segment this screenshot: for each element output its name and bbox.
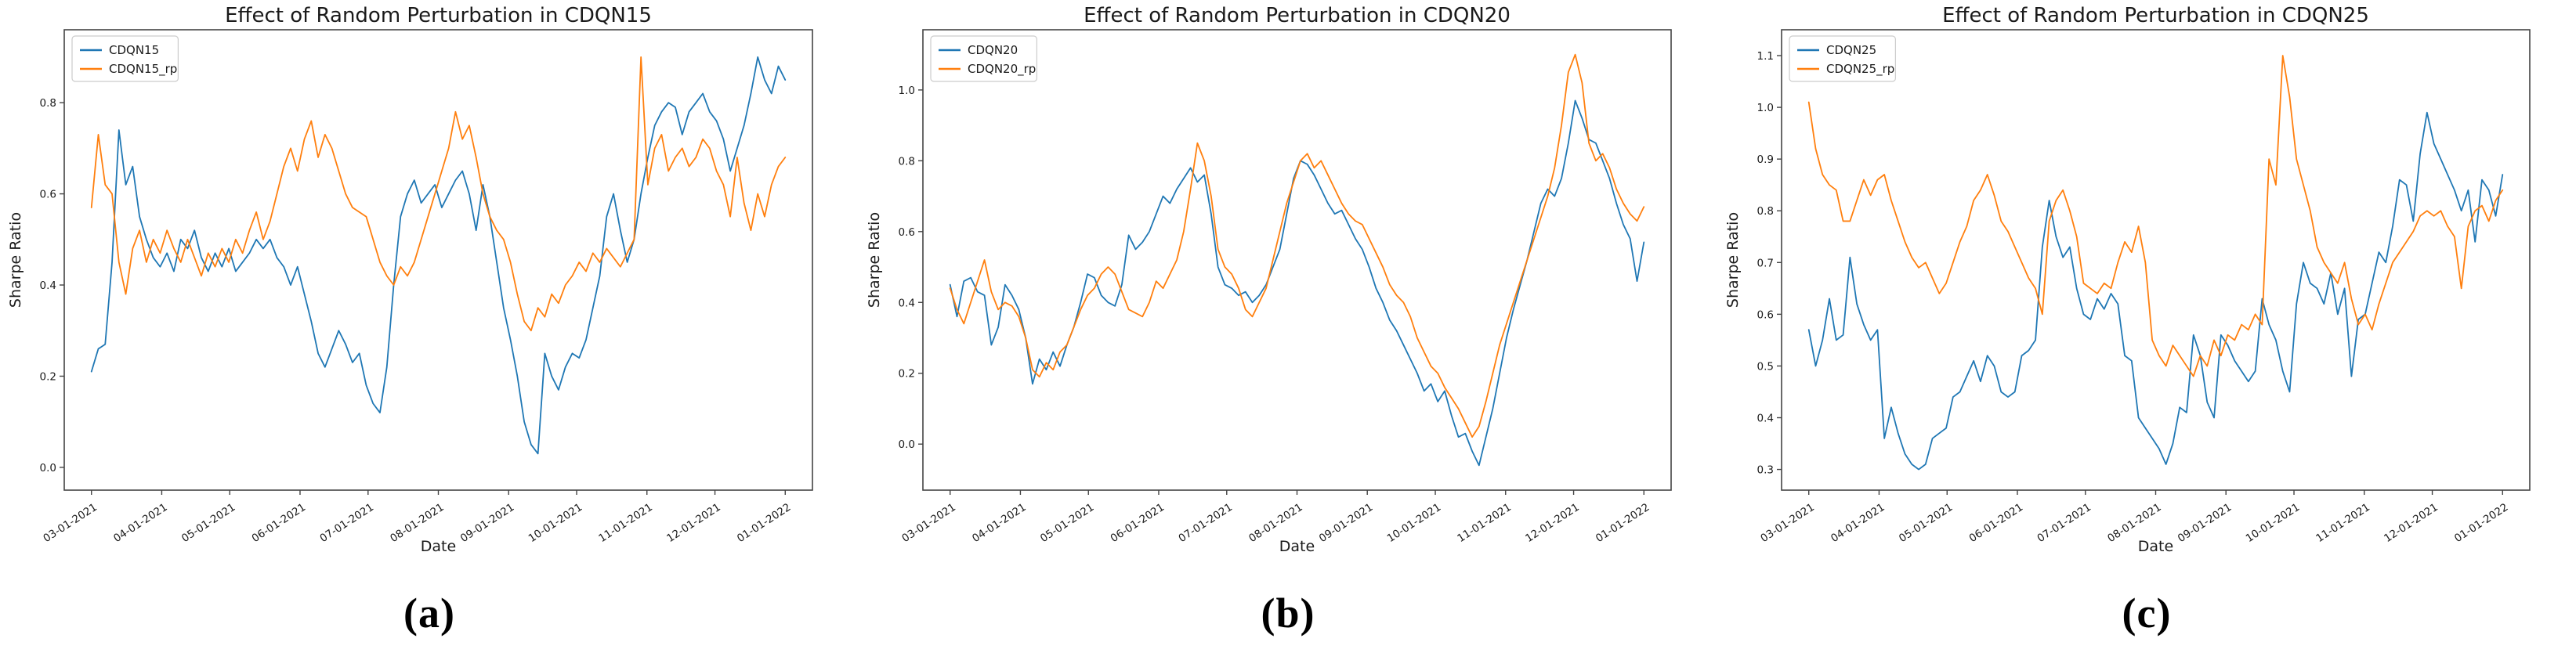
x-tick-label: 07-01-2021 (2035, 501, 2093, 545)
chart-title: Effect of Random Perturbation in CDQN15 (225, 4, 652, 27)
y-tick-label: 0.6 (40, 189, 56, 201)
plot-background (1782, 30, 2530, 490)
x-axis-label: Date (2138, 538, 2173, 555)
legend-box (71, 35, 179, 82)
y-tick-label: 1.0 (899, 85, 915, 97)
chart-cdqn20: Effect of Random Perturbation in CDQN20 0… (866, 4, 1672, 555)
x-tick-label: 04-01-2021 (1829, 501, 1887, 545)
chart-panel-cdqn15: Effect of Random Perturbation in CDQN15 0… (0, 0, 859, 671)
y-axis-label: Sharpe Ratio (866, 212, 883, 308)
subfigure-caption-c: (c) (2122, 590, 2172, 637)
x-tick-label: 03-01-2021 (41, 501, 99, 545)
legend: CDQN20 CDQN20_rp (930, 35, 1037, 82)
legend-label-cdqn15: CDQN15 (109, 43, 159, 57)
legend-label-cdqn20_rp: CDQN20_rp (968, 62, 1036, 77)
x-tick-label: 11-01-2021 (2314, 501, 2372, 545)
chart-title: Effect of Random Perturbation in CDQN25 (1942, 4, 2369, 27)
x-tick-label: 11-01-2021 (596, 501, 655, 545)
x-tick-label: 12-01-2021 (2382, 501, 2440, 545)
x-tick-label: 09-01-2021 (458, 501, 517, 545)
x-tick-label: 09-01-2021 (1317, 501, 1376, 545)
x-tick-label: 06-01-2021 (250, 501, 309, 545)
x-tick-label: 06-01-2021 (1967, 501, 2026, 545)
y-tick-label: 1.0 (1757, 102, 1774, 114)
x-tick-label: 05-01-2021 (1038, 501, 1097, 545)
x-tick-label: 01-01-2022 (1594, 501, 1652, 545)
chart-title: Effect of Random Perturbation in CDQN20 (1084, 4, 1511, 27)
y-tick-label: 0.6 (899, 226, 915, 239)
legend-label-cdqn15_rp: CDQN15_rp (109, 62, 177, 77)
x-tick-label: 10-01-2021 (1385, 501, 1444, 545)
series-line-cdqn25_rp (1807, 55, 2504, 377)
legend-label-cdqn25: CDQN25 (1826, 43, 1876, 57)
x-tick-label: 09-01-2021 (2176, 501, 2234, 545)
x-tick-label: 05-01-2021 (179, 501, 238, 545)
axes-frame (63, 29, 813, 491)
x-tick-label: 12-01-2021 (664, 501, 723, 545)
x-tick-label: 12-01-2021 (1523, 501, 1582, 545)
x-tick-label: 06-01-2021 (1109, 501, 1167, 545)
plot-background (64, 30, 812, 490)
series-line-cdqn15_rp (90, 56, 787, 332)
chart-panel-cdqn25: Effect of Random Perturbation in CDQN25 0… (1717, 0, 2576, 671)
x-tick-label: 11-01-2021 (1455, 501, 1514, 545)
x-axis-label: Date (1279, 538, 1315, 555)
x-tick-label: 01-01-2022 (735, 501, 794, 545)
chart-panel-cdqn20: Effect of Random Perturbation in CDQN20 0… (859, 0, 1717, 671)
series-line-cdqn25 (1807, 111, 2504, 471)
x-tick-label: 07-01-2021 (1176, 501, 1235, 545)
y-tick-label: 0.6 (1757, 308, 1774, 321)
plot-background (923, 30, 1671, 490)
y-tick-label: 0.3 (1757, 464, 1774, 477)
x-tick-label: 07-01-2021 (317, 501, 376, 545)
x-tick-label: 03-01-2021 (899, 501, 958, 545)
y-tick-label: 0.4 (899, 297, 915, 309)
y-tick-label: 0.8 (40, 97, 56, 110)
y-tick-label: 0.8 (1757, 205, 1774, 218)
y-tick-label: 0.0 (899, 438, 915, 451)
y-axis-label: Sharpe Ratio (1724, 212, 1742, 308)
x-tick-label: 04-01-2021 (111, 501, 170, 545)
legend-label-cdqn25_rp: CDQN25_rp (1826, 62, 1894, 77)
x-axis-label: Date (421, 538, 456, 555)
x-tick-label: 04-01-2021 (970, 501, 1029, 545)
legend-box (930, 35, 1037, 82)
y-tick-label: 0.2 (40, 370, 56, 383)
x-tick-label: 01-01-2022 (2452, 501, 2511, 545)
y-tick-label: 0.5 (1757, 360, 1774, 373)
legend-box (1789, 35, 1896, 82)
y-tick-label: 0.4 (1757, 413, 1774, 425)
x-tick-label: 10-01-2021 (2244, 501, 2303, 545)
x-tick-label: 05-01-2021 (1897, 501, 1956, 545)
subfigure-caption-a: (a) (403, 590, 455, 637)
series-line-cdqn15 (90, 56, 787, 455)
subfigure-caption-b: (b) (1261, 590, 1315, 637)
y-tick-label: 0.4 (40, 280, 56, 292)
chart-cdqn15: Effect of Random Perturbation in CDQN15 0… (7, 4, 813, 555)
legend: CDQN15 CDQN15_rp (71, 35, 179, 82)
axes-frame (922, 29, 1672, 491)
legend: CDQN25 CDQN25_rp (1789, 35, 1896, 82)
y-tick-label: 1.1 (1757, 50, 1774, 63)
y-tick-label: 0.9 (1757, 153, 1774, 166)
legend-label-cdqn20: CDQN20 (968, 43, 1018, 57)
y-tick-label: 0.8 (899, 155, 915, 168)
y-tick-label: 0.7 (1757, 257, 1774, 269)
series-line-cdqn20_rp (949, 53, 1645, 438)
x-tick-label: 10-01-2021 (526, 501, 585, 545)
x-tick-label: 03-01-2021 (1758, 501, 1817, 545)
chart-cdqn25: Effect of Random Perturbation in CDQN25 0… (1724, 4, 2531, 555)
axes-frame (1781, 29, 2531, 491)
y-tick-label: 0.0 (40, 462, 56, 474)
y-axis-label: Sharpe Ratio (7, 212, 24, 308)
y-tick-label: 0.2 (899, 368, 915, 381)
